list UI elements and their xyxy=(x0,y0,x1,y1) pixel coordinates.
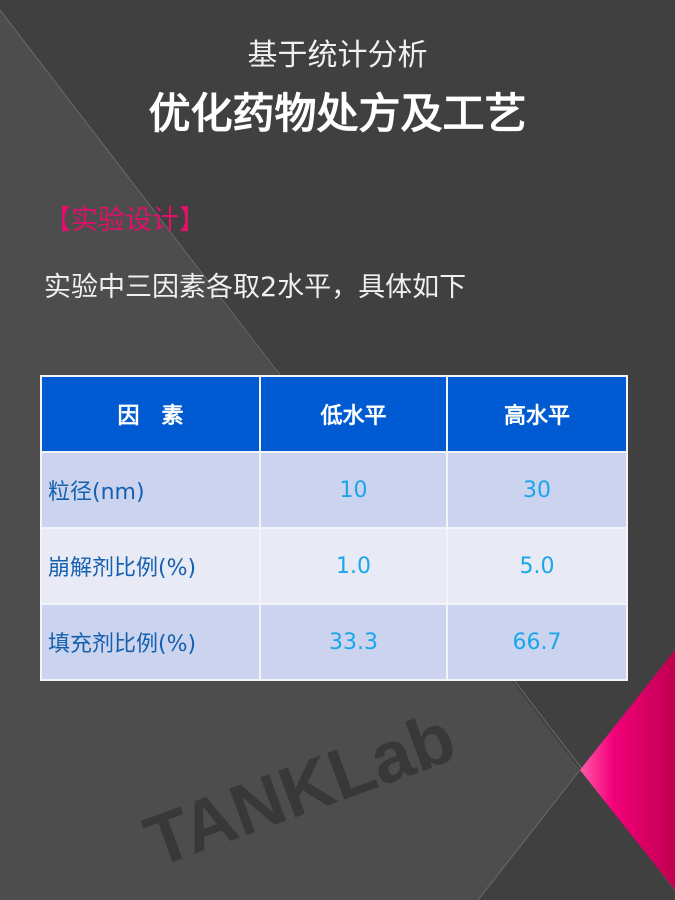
magenta-triangle xyxy=(580,650,675,890)
diagonal-line xyxy=(477,769,581,900)
factor-cell: 粒径(nm) xyxy=(40,451,261,529)
header-factor: 因 素 xyxy=(40,375,261,453)
high-cell: 30 xyxy=(446,451,628,529)
header-low: 低水平 xyxy=(259,375,448,453)
page-title: 优化药物处方及工艺 xyxy=(148,89,527,138)
subtitle: 基于统计分析 xyxy=(247,38,428,73)
low-cell: 10 xyxy=(259,451,448,529)
table-row: 粒径(nm) 10 30 xyxy=(40,451,628,529)
high-cell: 66.7 xyxy=(446,603,628,681)
header-high: 高水平 xyxy=(446,375,628,453)
low-cell: 33.3 xyxy=(259,603,448,681)
section-heading: 【实验设计】 xyxy=(44,205,206,236)
table-header-row: 因 素 低水平 高水平 xyxy=(40,375,628,453)
factor-cell: 崩解剂比例(%) xyxy=(40,527,261,605)
table-row: 填充剂比例(%) 33.3 66.7 xyxy=(40,603,628,681)
table-row: 崩解剂比例(%) 1.0 5.0 xyxy=(40,527,628,605)
factor-cell: 填充剂比例(%) xyxy=(40,603,261,681)
factor-table: 因 素 低水平 高水平 粒径(nm) 10 30 崩解剂比例(%) 1.0 5.… xyxy=(40,375,628,681)
intro-text: 实验中三因素各取2水平，具体如下 xyxy=(44,272,467,303)
high-cell: 5.0 xyxy=(446,527,628,605)
low-cell: 1.0 xyxy=(259,527,448,605)
